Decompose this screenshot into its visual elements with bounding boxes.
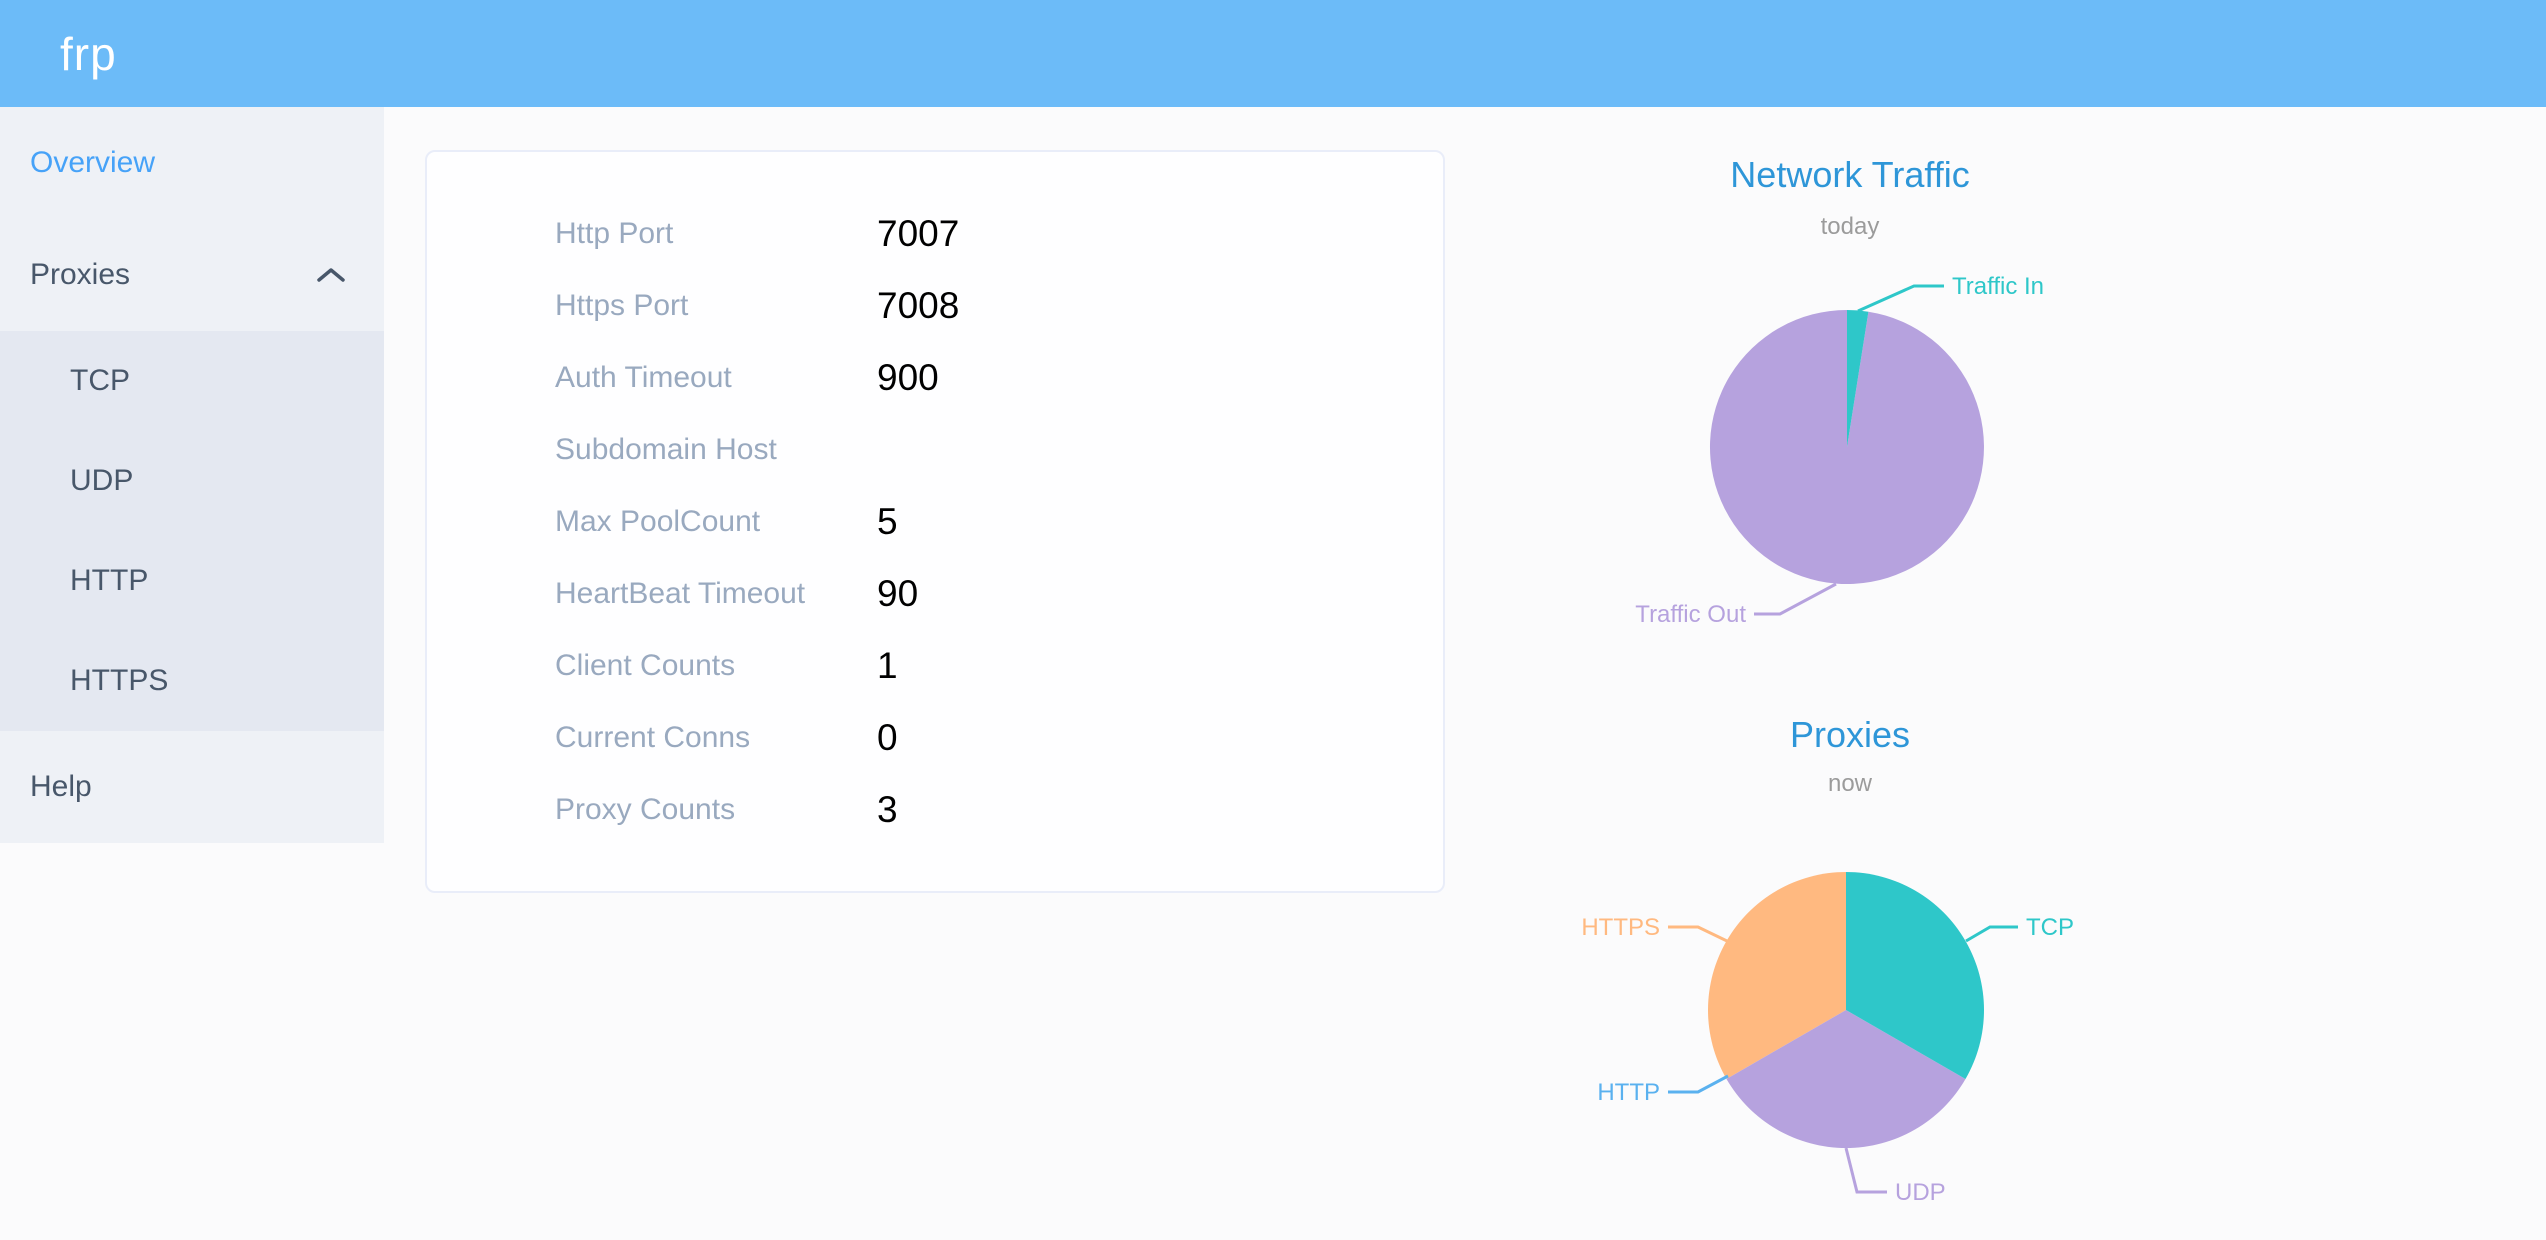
https-label-line — [1668, 925, 1728, 943]
traffic-out-label: Traffic Out — [1635, 601, 1746, 628]
config-value: 90 — [877, 573, 919, 614]
config-value: 5 — [877, 501, 898, 542]
config-row: Max PoolCount 5 — [427, 486, 1443, 558]
network-traffic-subtitle: today — [1820, 213, 1880, 240]
sidebar-item-help[interactable]: Help — [0, 731, 384, 843]
network-traffic-pie-chart[interactable]: Traffic In Traffic Out — [1540, 250, 2160, 650]
config-value: 3 — [877, 789, 898, 830]
config-label: Subdomain Host — [555, 433, 777, 466]
sidebar-item-proxies[interactable]: Proxies — [0, 219, 384, 331]
config-row: Current Conns 0 — [427, 702, 1443, 774]
server-config-card: Http Port 7007 Https Port 7008 Auth Time… — [425, 150, 1445, 893]
config-value: 7007 — [877, 213, 960, 254]
pie-slice-traffic-out[interactable] — [1709, 310, 1984, 584]
traffic-in-label: Traffic In — [1952, 273, 2044, 300]
config-label: Current Conns — [555, 721, 751, 754]
config-row: Https Port 7008 — [427, 270, 1443, 342]
tcp-label: TCP — [2026, 914, 2074, 941]
config-label: Max PoolCount — [555, 505, 761, 538]
sidebar-item-label: Proxies — [30, 258, 131, 291]
config-label: Proxy Counts — [555, 793, 736, 826]
proxies-chart-subtitle: now — [1827, 770, 1873, 797]
sidebar-item-label: HTTPS — [70, 664, 169, 697]
udp-label-line — [1844, 1147, 1887, 1194]
sidebar-item-label: TCP — [70, 364, 130, 397]
sidebar-item-udp[interactable]: UDP — [0, 431, 384, 531]
sidebar-item-tcp[interactable]: TCP — [0, 331, 384, 431]
sidebar-item-label: UDP — [70, 464, 134, 497]
config-row: Proxy Counts 3 — [427, 774, 1443, 846]
sidebar-item-label: Overview — [30, 146, 156, 179]
config-value: 900 — [877, 357, 939, 398]
traffic-out-label-line — [1754, 582, 1837, 616]
config-row: Subdomain Host — [427, 414, 1443, 486]
pie-slice-https[interactable] — [1708, 872, 1846, 1079]
config-row: Auth Timeout 900 — [427, 342, 1443, 414]
tcp-label-line — [1965, 925, 2018, 943]
sidebar-item-http[interactable]: HTTP — [0, 531, 384, 631]
sidebar-item-overview[interactable]: Overview — [0, 107, 384, 219]
config-label: HeartBeat Timeout — [555, 577, 806, 610]
config-row: HeartBeat Timeout 90 — [427, 558, 1443, 630]
sidebar-item-label: Help — [30, 770, 92, 803]
http-label-line — [1668, 1074, 1729, 1094]
pie-slice-tcp[interactable] — [1846, 872, 1984, 1079]
pie-slice-traffic-in[interactable] — [1847, 310, 1869, 447]
config-label: Client Counts — [555, 649, 736, 682]
proxies-pie-chart[interactable]: TCP UDP HTTP HTTPS — [1540, 860, 2160, 1240]
app-logo: frp — [60, 27, 117, 80]
config-label: Http Port — [555, 217, 674, 250]
network-traffic-title: Network Traffic — [1730, 154, 1970, 195]
pie-slice-udp[interactable] — [1726, 1010, 1966, 1148]
traffic-in-label-line — [1857, 284, 1944, 313]
sidebar-item-https[interactable]: HTTPS — [0, 631, 384, 731]
udp-label: UDP — [1895, 1179, 1946, 1206]
app-header: frp — [0, 0, 2546, 107]
config-label: Auth Timeout — [555, 361, 732, 394]
config-value: 7008 — [877, 285, 960, 326]
config-value: 1 — [877, 645, 898, 686]
sidebar-item-label: HTTP — [70, 564, 149, 597]
config-value: 0 — [877, 717, 898, 758]
proxies-chart-title: Proxies — [1789, 714, 1911, 755]
config-label: Https Port — [555, 289, 689, 322]
config-row: Http Port 7007 — [427, 198, 1443, 270]
http-label: HTTP — [1597, 1079, 1660, 1106]
sidebar: Overview Proxies TCP UDP HTTP HTTPS Help — [0, 107, 384, 843]
https-label: HTTPS — [1581, 914, 1660, 941]
chevron-up-icon — [316, 266, 346, 284]
config-row: Client Counts 1 — [427, 630, 1443, 702]
proxies-submenu: TCP UDP HTTP HTTPS — [0, 331, 384, 731]
